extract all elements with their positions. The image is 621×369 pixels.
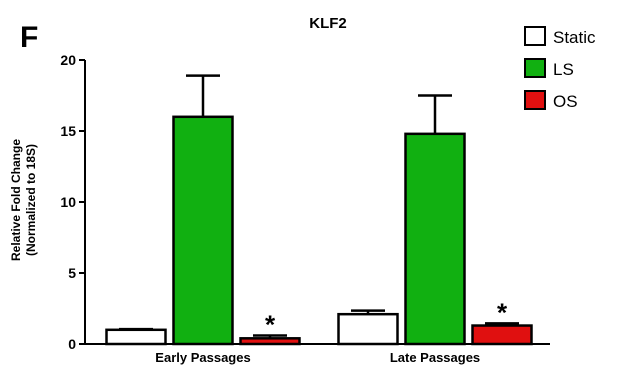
y-tick-label: 10: [60, 194, 76, 210]
axes: 0 5 10 15 20: [60, 52, 550, 352]
legend-label: Static: [553, 28, 596, 47]
y-tick-label: 15: [60, 123, 76, 139]
x-tick-label: Late Passages: [390, 350, 480, 365]
bar: [471, 324, 533, 346]
legend: Static LS OS: [524, 26, 596, 111]
legend-swatch: [524, 90, 546, 110]
legend-swatch: [524, 58, 546, 78]
y-tick-label: 5: [68, 265, 76, 281]
y-tick-label: 20: [60, 52, 76, 68]
y-tick-label: 0: [68, 336, 76, 352]
y-axis-label-line: Relative Fold Change: [9, 139, 23, 261]
bar: [105, 328, 167, 346]
y-axis-label-line: (Normalized to 18S): [24, 144, 38, 256]
chart-title: KLF2: [309, 15, 347, 32]
significance-star: *: [265, 309, 276, 339]
panel-label: F: [20, 21, 38, 54]
bar: [404, 132, 466, 346]
y-axis-label: Relative Fold Change (Normalized to 18S): [9, 139, 38, 261]
significance-star: *: [497, 297, 508, 327]
bar: [337, 312, 399, 346]
legend-label: LS: [553, 60, 574, 79]
bar: [172, 115, 234, 346]
legend-label: OS: [553, 92, 578, 111]
x-tick-label: Early Passages: [155, 350, 250, 365]
bars: Early Passages Late Passages * *: [105, 74, 533, 365]
legend-swatch: [524, 26, 546, 46]
